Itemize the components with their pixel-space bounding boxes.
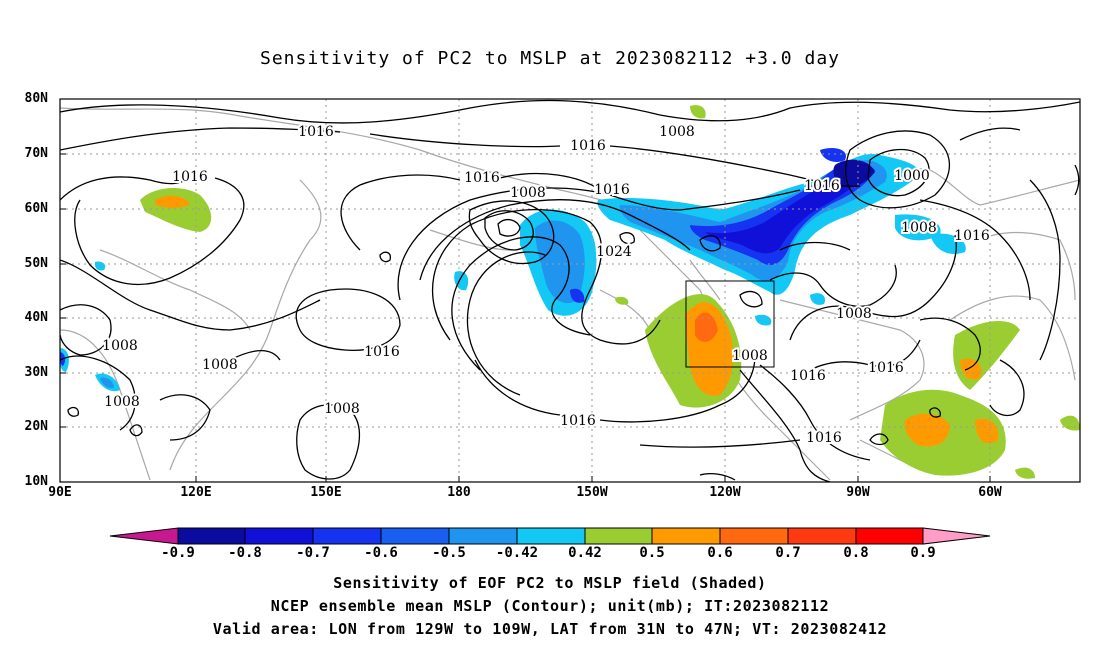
contour-label: 1016	[954, 228, 990, 244]
colorbar-tick: 0.5	[639, 545, 665, 561]
footer-line-2: NCEP ensemble mean MSLP (Contour); unit(…	[270, 597, 830, 615]
lon-label: 90E	[48, 485, 72, 500]
footer-line-1: Sensitivity of EOF PC2 to MSLP field (Sh…	[333, 574, 767, 592]
contour-label: 1008	[102, 338, 138, 354]
contour-label: 1016	[594, 182, 630, 198]
colorbar-box	[855, 527, 924, 545]
contour-label: 1016	[804, 178, 840, 194]
contour-label: 1000	[894, 168, 930, 184]
contour-label: 1008	[659, 124, 695, 140]
contour-label: 1008	[901, 220, 937, 236]
contour-labels: 1016 1008 1016 1016 1008 1016 1016 1000 …	[100, 122, 992, 448]
colorbar-tick: -0.9	[161, 545, 195, 561]
colorbar-box	[177, 527, 246, 545]
lon-label: 180	[447, 485, 471, 500]
colorbar-tick: -0.42	[495, 545, 539, 561]
colorbar-tick: 0.7	[775, 545, 801, 561]
colorbar-box	[651, 527, 721, 545]
contour-label: 1016	[298, 124, 334, 140]
contour-label: 1016	[790, 368, 826, 384]
lat-label: 10N	[24, 474, 48, 489]
colorbar-tick: -0.6	[364, 545, 398, 561]
graticule	[60, 99, 1080, 482]
colorbar-box	[584, 527, 653, 545]
lon-label: 120E	[180, 485, 212, 500]
contour-label: 1008	[836, 306, 872, 322]
page-title: Sensitivity of PC2 to MSLP at 2023082112…	[259, 48, 840, 69]
colorbar-box	[448, 527, 518, 545]
colorbar-box	[312, 527, 382, 545]
colorbar-box	[380, 527, 450, 545]
colorbar-box	[719, 527, 789, 545]
lat-label: 70N	[24, 146, 48, 161]
colorbar-box	[244, 527, 314, 545]
contour-label: 1016	[806, 430, 842, 446]
colorbar-tick: -0.5	[432, 545, 466, 561]
footer-line-3: Valid area: LON from 129W to 109W, LAT f…	[212, 620, 888, 638]
lat-label: 20N	[24, 419, 48, 434]
lat-label: 60N	[24, 201, 48, 216]
contour-label: 1016	[364, 344, 400, 360]
lat-label: 80N	[24, 91, 48, 106]
mslp-contours	[60, 99, 1080, 482]
contour-label: 1008	[732, 348, 768, 364]
lat-label: 30N	[24, 365, 48, 380]
colorbar-tick: 0.9	[910, 545, 936, 561]
negative-sensitivity-shading	[60, 148, 966, 392]
colorbar-tick: 0.8	[843, 545, 869, 561]
contour-label: 1016	[172, 169, 208, 185]
lon-label: 90W	[846, 485, 870, 500]
colorbar	[109, 527, 991, 545]
colorbar-tick: -0.8	[228, 545, 262, 561]
contour-label: 1008	[324, 401, 360, 417]
colorbar-tick: -0.7	[296, 545, 330, 561]
colorbar-high-end	[922, 527, 991, 545]
contour-label: 1016	[570, 138, 606, 154]
contour-label: 1016	[464, 170, 500, 186]
lat-label: 40N	[24, 310, 48, 325]
contour-label: 1016	[560, 413, 596, 429]
contour-label: 1016	[868, 360, 904, 376]
contour-label: 1008	[104, 394, 140, 410]
colorbar-box	[516, 527, 586, 545]
positive-sensitivity-shading	[140, 105, 1080, 479]
contour-label: 1008	[202, 357, 238, 373]
lat-label: 50N	[24, 256, 48, 271]
colorbar-box	[787, 527, 857, 545]
map-frame	[59, 98, 1081, 483]
contour-label: 1024	[596, 244, 632, 260]
contour-label: 1008	[510, 185, 546, 201]
colorbar-low-end	[109, 527, 179, 545]
lon-label: 60W	[978, 485, 1002, 500]
lon-label: 150W	[576, 485, 608, 500]
lon-label: 120W	[709, 485, 741, 500]
lon-label: 150E	[310, 485, 342, 500]
valid-area-box	[685, 280, 775, 368]
colorbar-tick: 0.42	[568, 545, 602, 561]
colorbar-tick: 0.6	[707, 545, 733, 561]
